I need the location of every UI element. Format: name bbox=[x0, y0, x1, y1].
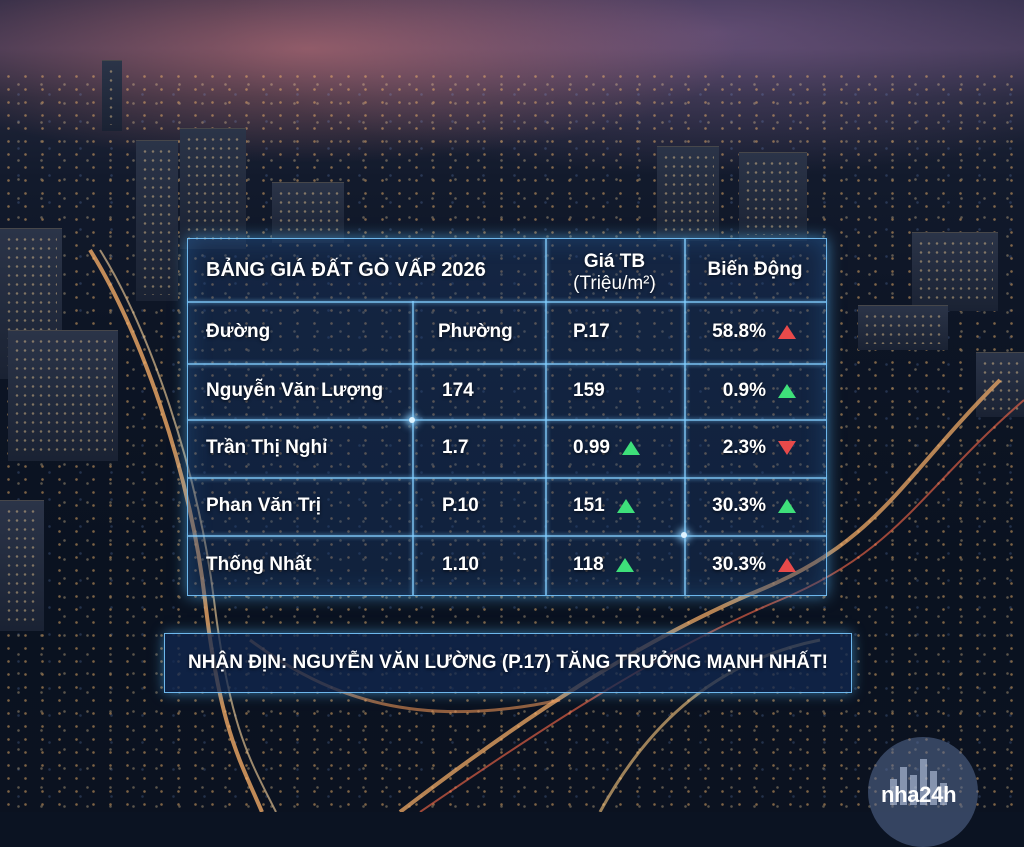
table-cell-text: Đường bbox=[206, 321, 271, 342]
table-cell-text: 174 bbox=[442, 380, 474, 401]
price-table: BẢNG GIÁ ĐẤT GÒ VẤP 2026 Giá TB (Triệu/m… bbox=[187, 238, 827, 596]
table-cell: 1.7 bbox=[442, 419, 468, 477]
grid-line bbox=[188, 535, 826, 537]
tower bbox=[102, 60, 122, 131]
table-cell: 159 bbox=[573, 363, 605, 419]
table-cell: 0.99 bbox=[573, 419, 640, 477]
arrow-up-icon bbox=[621, 441, 640, 455]
tower bbox=[912, 232, 998, 311]
brand-logo-text: nha24h bbox=[881, 782, 957, 807]
grid-line bbox=[684, 239, 686, 595]
table-cell-text: 1.7 bbox=[442, 437, 469, 458]
glow-node bbox=[409, 417, 415, 423]
table-cell: Phan Văn Trị bbox=[206, 477, 321, 535]
table-cell: Nguyễn Văn Lượng bbox=[206, 363, 383, 419]
arrow-up-icon bbox=[778, 325, 796, 339]
skyline-icon bbox=[890, 759, 947, 805]
table-cell-text: P.10 bbox=[442, 495, 479, 516]
grid-line bbox=[188, 363, 826, 365]
table-cell-text: P.17 bbox=[573, 321, 610, 342]
tower bbox=[8, 330, 118, 461]
table-grid bbox=[188, 239, 826, 595]
grid-line bbox=[412, 301, 414, 595]
table-cell: 1.10 bbox=[442, 535, 479, 595]
tower bbox=[739, 152, 807, 241]
header-price: Giá TB (Triệu/m²) bbox=[545, 245, 684, 301]
table-cell-text: 30.3% bbox=[712, 495, 766, 516]
header-price-line1: Giá TB bbox=[583, 251, 646, 272]
table-cell-text: 0.9% bbox=[722, 380, 766, 401]
table-cell: P.17 bbox=[573, 301, 610, 363]
conclusion-banner: NHẬN ĐỊN: NGUYỄN VĂN LƯỜNG (P.17) TĂNG T… bbox=[164, 633, 852, 693]
grid-line bbox=[545, 239, 547, 595]
tower bbox=[136, 140, 178, 301]
table-cell-text: 118 bbox=[573, 554, 604, 575]
grid-line bbox=[188, 301, 826, 303]
table-cell-text: 0.99 bbox=[573, 437, 610, 458]
grid-line bbox=[188, 477, 826, 479]
table-cell: P.10 bbox=[442, 477, 479, 535]
table-cell-text: Nguyễn Văn Lượng bbox=[206, 380, 384, 401]
table-cell: 30.3% bbox=[684, 477, 796, 535]
table-cell: Thống Nhất bbox=[206, 535, 312, 595]
table-cell-text: 1.10 bbox=[442, 554, 479, 575]
table-cell-text: 151 bbox=[573, 495, 605, 516]
table-cell: 0.9% bbox=[684, 363, 796, 419]
table-cell-text: 159 bbox=[573, 380, 605, 401]
table-cell-text: Trần Thị Nghỉ bbox=[206, 437, 328, 458]
arrow-up-icon bbox=[616, 499, 635, 513]
table-cell: 118 bbox=[573, 535, 634, 595]
tower bbox=[657, 146, 719, 241]
table-cell: Trần Thị Nghỉ bbox=[206, 419, 327, 477]
table-cell-text: 2.3% bbox=[722, 437, 766, 458]
table-cell: Phường bbox=[438, 301, 513, 363]
arrow-down-icon bbox=[778, 441, 796, 455]
table-cell-text: Thống Nhất bbox=[206, 554, 312, 575]
header-change: Biến Động bbox=[707, 259, 803, 280]
table-cell: Đường bbox=[206, 301, 270, 363]
table-cell-text: Phường bbox=[438, 321, 513, 342]
arrow-up-icon bbox=[778, 384, 796, 398]
table-cell: 30.3% bbox=[684, 535, 796, 595]
table-cell: 151 bbox=[573, 477, 635, 535]
arrow-up-icon bbox=[615, 558, 634, 572]
grid-line bbox=[188, 419, 826, 421]
arrow-up-icon bbox=[778, 558, 796, 572]
header-price-line2: (Triệu/m²) bbox=[573, 273, 656, 294]
tower bbox=[272, 182, 344, 243]
arrow-up-icon bbox=[778, 499, 796, 513]
glow-node bbox=[681, 532, 687, 538]
tower bbox=[858, 305, 948, 350]
table-cell-text: Phan Văn Trị bbox=[206, 495, 322, 516]
tower bbox=[180, 128, 246, 249]
tower bbox=[0, 500, 44, 631]
table-cell-text: 58.8% bbox=[712, 321, 766, 342]
table-title: BẢNG GIÁ ĐẤT GÒ VẤP 2026 bbox=[206, 258, 486, 281]
table-cell: 2.3% bbox=[684, 419, 796, 477]
table-cell: 58.8% bbox=[684, 301, 796, 363]
table-cell: 174 bbox=[442, 363, 474, 419]
table-cell-text: 30.3% bbox=[712, 554, 766, 575]
